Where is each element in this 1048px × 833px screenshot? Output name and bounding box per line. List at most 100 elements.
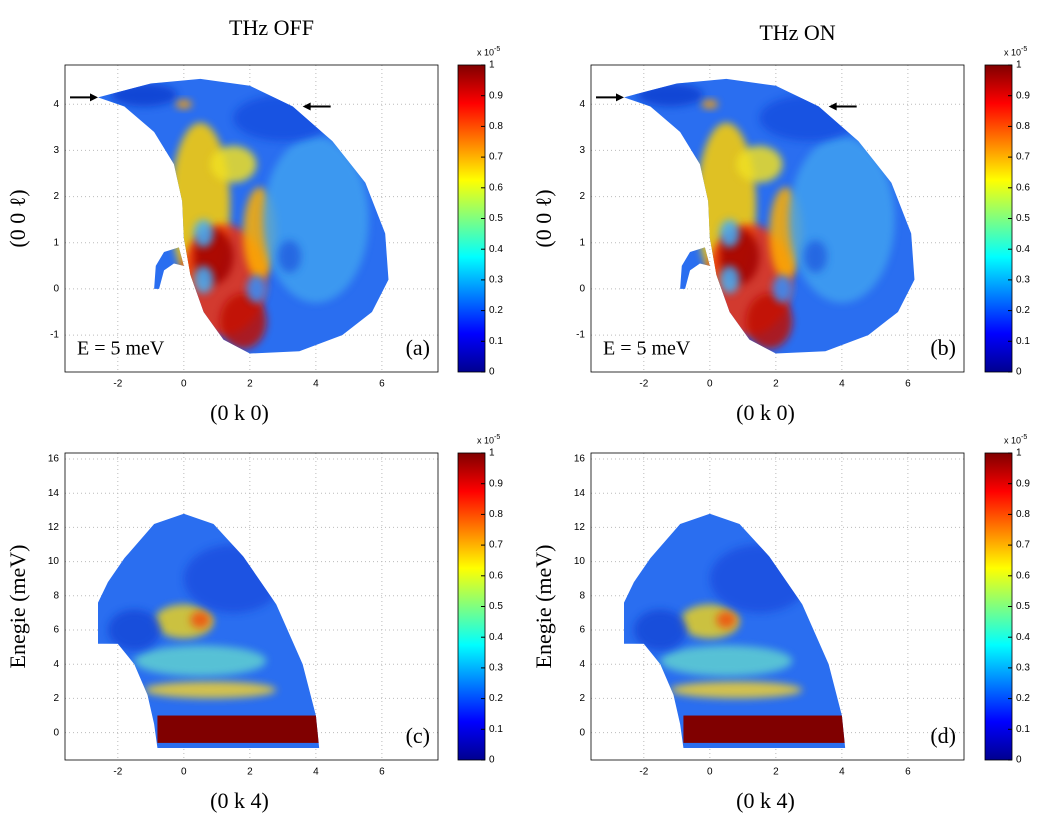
colorbar-tick-label: 0.4 <box>489 632 503 643</box>
colorbar-tick-label: 0.3 <box>1016 275 1030 286</box>
y-tick-label: 14 <box>574 488 586 499</box>
colorbar-exponent: -5 <box>494 46 500 53</box>
y-tick-label: 8 <box>579 590 585 601</box>
x-axis-label: (0 k 4) <box>736 788 795 813</box>
x-tick-label: 4 <box>313 379 319 390</box>
map-blob <box>193 265 214 294</box>
map-blob <box>134 645 267 677</box>
y-tick-label: 2 <box>579 191 585 202</box>
y-axis-label: (0 0 ℓ) <box>531 189 556 247</box>
map-blob <box>107 609 161 651</box>
colorbar-exponent: -5 <box>1021 46 1027 53</box>
colorbar-tick-label: 0.4 <box>489 244 503 255</box>
colorbar-unit: x 10 <box>477 435 494 445</box>
colorbar-tick-label: 1 <box>1016 448 1022 459</box>
y-tick-label: 4 <box>579 659 585 670</box>
x-tick-label: -2 <box>639 379 648 390</box>
elastic-band <box>683 715 846 743</box>
y-tick-label: 16 <box>48 454 60 465</box>
y-tick-label: 12 <box>48 522 60 533</box>
colorbar-tick-label: 0.3 <box>489 663 503 674</box>
colorbar-tick-label: 0.3 <box>1016 663 1030 674</box>
chart-title: THz ON <box>759 20 835 45</box>
y-axis-label: (0 0 ℓ) <box>5 189 30 247</box>
colorbar-tick-label: 0.8 <box>1016 121 1030 132</box>
x-tick-label: 2 <box>773 767 779 778</box>
colorbar-tick-label: 0.8 <box>489 509 503 520</box>
arrow-head <box>90 93 99 102</box>
y-tick-label: 4 <box>53 659 59 670</box>
colorbar-tick-label: 1 <box>1016 60 1022 71</box>
axes-frame <box>64 452 439 761</box>
y-tick-label: 1 <box>579 237 585 248</box>
x-tick-label: -2 <box>639 767 648 778</box>
y-tick-label: 1 <box>53 237 59 248</box>
map-blob <box>190 611 211 629</box>
x-tick-label: 2 <box>247 767 253 778</box>
colorbar-tick-label: 0.6 <box>1016 182 1030 193</box>
map-blob <box>701 99 719 109</box>
x-tick-label: -2 <box>113 767 122 778</box>
x-tick-label: 4 <box>839 379 845 390</box>
panel-label: (a) <box>406 335 430 360</box>
y-tick-label: 10 <box>574 556 586 567</box>
y-tick-label: -1 <box>576 330 585 341</box>
y-tick-label: 3 <box>579 145 585 156</box>
x-tick-label: 0 <box>181 379 187 390</box>
colorbar-exponent: -5 <box>1021 434 1027 441</box>
colorbar-unit: x 10 <box>477 47 494 57</box>
colorbar-tick-label: 0.2 <box>1016 693 1030 704</box>
y-tick-label: -1 <box>50 330 59 341</box>
x-tick-label: 0 <box>181 767 187 778</box>
x-tick-label: 4 <box>313 767 319 778</box>
colorbar-tick-label: 1 <box>489 60 495 71</box>
y-tick-label: 2 <box>53 693 59 704</box>
arrow-head <box>616 93 625 102</box>
colorbar-tick-label: 0.5 <box>489 601 503 612</box>
panel-label: (b) <box>930 335 956 360</box>
x-tick-label: 6 <box>905 767 911 778</box>
colorbar-tick-label: 0 <box>489 367 495 378</box>
colorbar-tick-label: 0.1 <box>1016 724 1030 735</box>
x-axis-label: (0 k 0) <box>210 400 269 425</box>
y-tick-label: 3 <box>53 145 59 156</box>
colorbar-tick-label: 0.2 <box>489 693 503 704</box>
x-axis-label: (0 k 0) <box>736 400 795 425</box>
colorbar-tick-label: 0.5 <box>1016 601 1030 612</box>
y-tick-label: 6 <box>53 625 59 636</box>
y-tick-label: 6 <box>579 625 585 636</box>
chart-title: THz OFF <box>229 15 314 40</box>
colorbar-tick-label: 0 <box>489 755 495 766</box>
y-axis-label: Enegie (meV) <box>5 545 30 669</box>
colorbar-tick-label: 0.4 <box>1016 632 1030 643</box>
y-tick-label: 16 <box>574 454 586 465</box>
map-blob <box>277 240 302 273</box>
colorbar-tick-label: 0.9 <box>1016 478 1030 489</box>
colorbar-tick-label: 0.5 <box>1016 213 1030 224</box>
y-tick-label: 2 <box>579 693 585 704</box>
colorbar-tick-label: 0.6 <box>489 570 503 581</box>
x-tick-label: 2 <box>773 379 779 390</box>
colorbar-tick-label: 0.7 <box>1016 152 1030 163</box>
colorbar <box>457 452 486 761</box>
map-blob <box>719 265 740 294</box>
y-tick-label: 14 <box>48 488 60 499</box>
map-blob <box>746 293 793 349</box>
y-tick-label: 0 <box>579 727 585 738</box>
arrow-head <box>828 102 837 111</box>
axes-frame <box>590 64 965 373</box>
x-tick-label: 6 <box>379 767 385 778</box>
y-tick-label: 0 <box>53 727 59 738</box>
colorbar-tick-label: 0 <box>1016 367 1022 378</box>
y-tick-label: 10 <box>48 556 60 567</box>
y-tick-label: 12 <box>574 522 586 533</box>
colorbar-tick-label: 0.1 <box>1016 336 1030 347</box>
map-blob <box>719 219 740 248</box>
y-tick-label: 2 <box>53 191 59 202</box>
y-tick-label: 4 <box>579 99 585 110</box>
colorbar <box>457 64 486 373</box>
colorbar <box>984 452 1013 761</box>
x-tick-label: 6 <box>905 379 911 390</box>
map-blob <box>803 240 828 273</box>
